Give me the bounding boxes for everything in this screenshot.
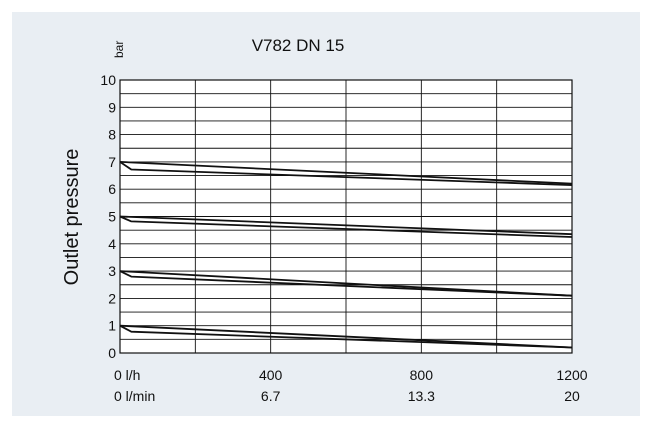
series-line-7 [119, 324, 573, 349]
chart-title: V782 DN 15 [252, 36, 345, 55]
y-tick-label: 0 [108, 345, 116, 361]
y-tick-label: 8 [108, 127, 116, 143]
series-line-3 [119, 215, 573, 236]
x-tick-label-secondary: 6.7 [261, 388, 281, 404]
y-tick-label: 6 [108, 181, 116, 197]
x-tick-label: 1200 [556, 367, 587, 383]
x-tick-label-secondary: 20 [564, 388, 580, 404]
y-tick-label: 9 [108, 99, 116, 115]
grid [119, 79, 573, 354]
chart-figure: V782 DN 15 bar Outlet pressure 0 1 2 3 4 5 6 7 8… [12, 12, 640, 416]
y-unit-label: bar [112, 41, 126, 58]
series-line-6 [119, 270, 573, 297]
x-tick-label: 800 [410, 367, 434, 383]
y-tick-label: 7 [108, 154, 116, 170]
chart-svg: V782 DN 15 bar Outlet pressure 0 1 2 3 4 5 6 7 8… [61, 36, 588, 404]
y-tick-label: 4 [108, 236, 116, 252]
y-tick-label: 10 [100, 72, 116, 88]
x-tick-label: 0 l/h [114, 367, 140, 383]
tick-labels: 0 1 2 3 4 5 6 7 8 9 10 0 l/h 0 l/min 400 6.7 800 13.3 120… [100, 72, 587, 404]
y-tick-label: 3 [108, 263, 116, 279]
series-line-8 [119, 324, 573, 349]
series-line-1 [119, 161, 573, 185]
x-tick-label-secondary: 13.3 [408, 388, 435, 404]
series-line-4 [119, 215, 573, 238]
series-line-2 [119, 161, 573, 186]
y-tick-label: 2 [108, 290, 116, 306]
y-tick-label: 5 [108, 209, 116, 225]
x-tick-label-secondary: 0 l/min [114, 388, 155, 404]
y-tick-label: 1 [108, 318, 116, 334]
series-group [119, 161, 573, 349]
y-axis-title: Outlet pressure [61, 149, 83, 286]
x-tick-label: 400 [259, 367, 283, 383]
